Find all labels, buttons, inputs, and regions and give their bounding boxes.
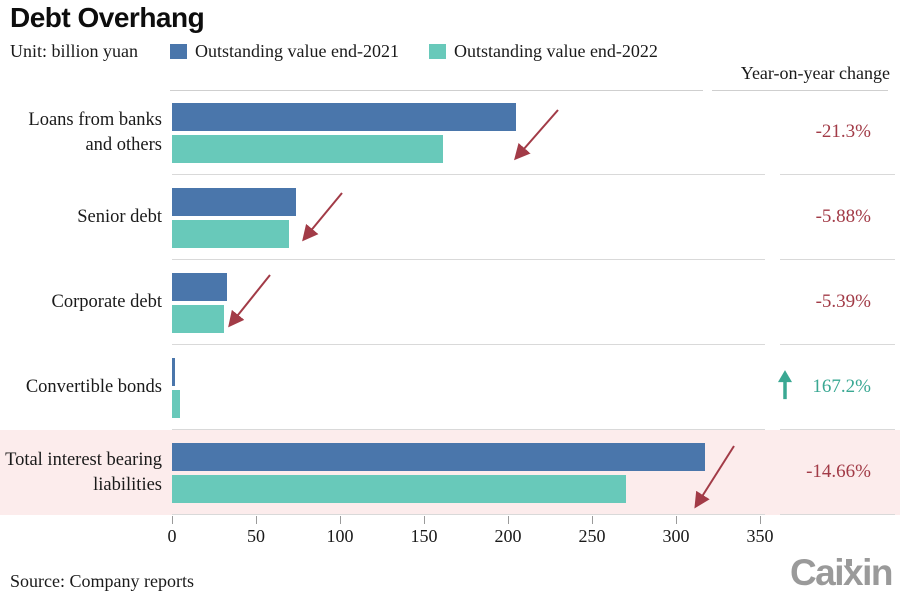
legend-label-2021: Outstanding value end-2021 [195,41,399,61]
bar-2021 [172,358,176,386]
row-bars-area [172,260,765,345]
legend-swatch-2021 [170,44,187,59]
axis-tick [760,516,761,524]
legend: Outstanding value end-2021 Outstanding v… [170,41,658,62]
row-bars-area [172,175,765,260]
yoy-cell: -21.3% [780,90,895,175]
axis-tick [676,516,677,524]
row-senior-debt: Senior debt -5.88% [0,175,900,260]
legend-item-2021: Outstanding value end-2021 [170,41,399,62]
axis-tick [340,516,341,524]
bar-2021 [172,103,517,131]
axis-tick-label: 150 [410,526,438,546]
increase-arrow-icon [778,370,792,400]
bar-2022 [172,135,443,163]
caixin-logo-text: Caixin [789,552,894,593]
yoy-value: 167.2% [812,376,871,397]
bar-2021 [172,188,297,216]
axis-tick-label: 350 [746,526,774,546]
yoy-cell: 167.2% [778,345,895,430]
row-loans-from-banks: Loans from banks and others -21.3% [0,90,900,175]
row-bars-area [172,430,765,515]
axis-tick-label: 0 [167,526,177,546]
category-label: Senior debt [77,207,162,228]
category-label: Convertible bonds [25,377,162,398]
caixin-logo: Caixin [789,552,894,594]
caixin-logo-dot [846,559,852,566]
category-label: Corporate debt [51,292,162,313]
axis-tick [592,516,593,524]
bar-2021 [172,443,705,471]
page-title: Debt Overhang [10,2,205,33]
axis-tick-label: 100 [326,526,354,546]
legend-item-2022: Outstanding value end-2022 [428,41,658,62]
axis-tick-label: 50 [247,526,265,546]
yoy-value: -5.88% [815,206,871,227]
axis-tick [508,516,509,524]
legend-swatch-2022 [428,44,446,59]
row-bars-area [172,345,765,430]
axis-tick [256,516,257,524]
row-total-liabilities: Total interest bearing liabilities -14.6… [0,430,900,515]
yoy-value: -21.3% [815,121,871,142]
decrease-arrow-icon [694,445,735,509]
decrease-arrow-icon [302,192,343,242]
decrease-arrow-icon [228,274,271,328]
yoy-cell: -5.39% [780,260,895,345]
category-label: Total interest bearing liabilities [5,450,162,495]
axis-tick [424,516,425,524]
row-bars-area [172,90,765,175]
unit-label: Unit: billion yuan [10,41,138,61]
decrease-arrow-icon [514,109,559,161]
yoy-value: -14.66% [806,461,871,482]
yoy-cell: -5.88% [780,175,895,260]
row-convertible-bonds: Convertible bonds 167.2% [0,345,900,430]
bar-2021 [172,273,228,301]
source-note: Source: Company reports [10,571,194,591]
axis-tick [172,516,173,524]
x-axis: 0 50 100 150 200 250 300 350 [168,515,774,555]
axis-tick-label: 200 [494,526,522,546]
yoy-column-header: Year-on-year change [740,63,890,83]
yoy-cell: -14.66% [780,430,895,515]
chart-rows: Loans from banks and others -21.3% Senio… [0,90,900,515]
row-corporate-debt: Corporate debt -5.39% [0,260,900,345]
header-divider-yoy [712,90,888,91]
yoy-value: -5.39% [815,291,871,312]
axis-tick-label: 300 [662,526,690,546]
header-divider-chart [170,90,703,91]
legend-label-2022: Outstanding value end-2022 [453,41,658,61]
bar-2022 [172,475,627,503]
axis-tick-label: 250 [578,526,606,546]
bar-2022 [172,305,225,333]
bar-2022 [172,390,181,418]
category-label: Loans from banks and others [28,110,162,155]
bar-2022 [172,220,289,248]
